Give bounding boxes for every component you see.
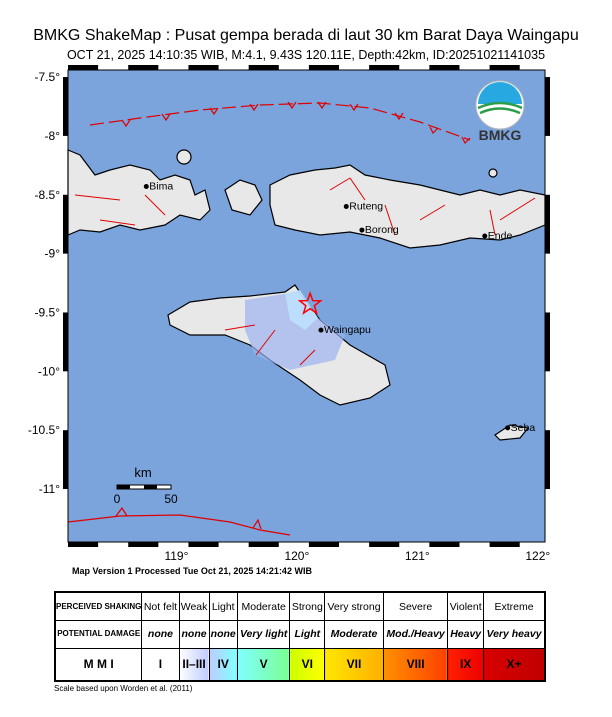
intensity-area [245,290,345,370]
scale-start: 0 [114,492,121,506]
lat-tick-label: -10.5° [28,423,60,437]
legend-damage-cell: none [178,620,210,649]
lat-tick-label: -9° [45,247,61,261]
city-label: Seba [511,422,536,434]
subduction-zone [67,101,471,536]
legend-shaking-cell: Light [208,591,238,622]
lat-tick-label: -7.5° [35,70,61,84]
lat-tick-label: -9.5° [35,305,61,319]
bmkg-logo: BMKG [475,80,525,143]
legend-damage-cell: Very heavy [483,620,546,649]
scale-unit: km [134,465,151,480]
map-version: Map Version 1 Processed Tue Oct 21, 2025… [72,566,312,576]
lon-tick-label: 121° [405,549,430,560]
lat-tick-label: -8° [45,129,61,143]
event-details: OCT 21, 2025 14:10:35 WIB, M:4.1, 9.43S … [66,48,546,62]
city-label: Borong [365,224,399,236]
legend-damage-cell: Light [289,620,326,649]
legend-damage-cell: none [141,620,180,649]
map-title: BMKG ShakeMap : Pusat gempa berada di la… [33,27,579,44]
city-marker [482,233,488,239]
svg-text:BMKG: BMKG [479,127,522,143]
header-damage: POTENTIAL DAMAGE [54,620,143,649]
header-mmi: M M I [54,647,143,682]
legend-damage-cell: Mod./Heavy [382,620,449,649]
intensity-legend: PERCEIVED SHAKING Not felt Weak Light Modera… [54,591,546,682]
scale-reference: Scale based upon Worden et al. (2011) [54,684,193,693]
map-frame [63,65,550,547]
legend-mmi-cell: I [141,647,180,682]
legend-damage-cell: Moderate [324,620,384,649]
city-label: Waingapu [324,324,371,336]
city-marker [143,184,149,190]
scale-end: 50 [164,492,178,506]
city-marker [505,425,511,431]
lat-tick-label: -10° [38,364,60,378]
city-label: Ende [488,230,513,242]
legend-shaking-cell: Not felt [141,591,180,622]
scale-bar: km 0 50 [114,465,178,506]
shakemap: Bima Ruteng Borong Ende Waingapu Seba BMKG -7… [28,65,551,560]
island-sumbawa [67,149,211,236]
legend-mmi-cell: IX [447,647,485,682]
lat-tick-label: -11° [39,482,60,496]
legend-shaking-cell: Severe [382,591,449,622]
legend-mmi-cell: VII [324,647,384,682]
faults [74,177,536,366]
legend-mmi-cell: II–III [178,647,210,682]
star-icon [297,290,323,315]
legend-shaking-cell: Violent [447,591,485,622]
legend-mmi-cell: V [236,647,291,682]
legend-mmi-cell: VIII [382,647,449,682]
legend-shaking-cell: Weak [178,591,210,622]
legend-damage-cell: Heavy [447,620,485,649]
cities: Bima Ruteng Borong Ende Waingapu Seba [143,181,536,434]
city-marker [359,227,365,233]
legend-shaking-cell: Extreme [483,591,546,622]
legend-damage-cell: none [208,620,238,649]
intensity-area-inner [285,290,318,330]
legend-mmi-cell: IV [208,647,238,682]
lat-tick-label: -8.5° [35,188,61,202]
axis-labels: -7.5° -8° -8.5° -9° -9.5° -10° -10.5° -11° 119° 1… [28,70,551,560]
legend-mmi-cell: VI [289,647,326,682]
legend-mmi-cell: X+ [483,647,546,682]
legend-shaking-cell: Strong [289,591,326,622]
city-marker [343,204,349,210]
lon-tick-label: 120° [284,549,309,560]
city-label: Ruteng [349,201,383,213]
city-marker [318,327,324,333]
legend-shaking-cell: Very strong [324,591,384,622]
city-label: Bima [149,181,173,193]
lon-tick-label: 122° [525,549,550,560]
header-shaking: PERCEIVED SHAKING [54,591,143,622]
legend-damage-cell: Very light [236,620,291,649]
lon-tick-label: 119° [164,549,188,560]
legend-shaking-cell: Moderate [236,591,291,622]
